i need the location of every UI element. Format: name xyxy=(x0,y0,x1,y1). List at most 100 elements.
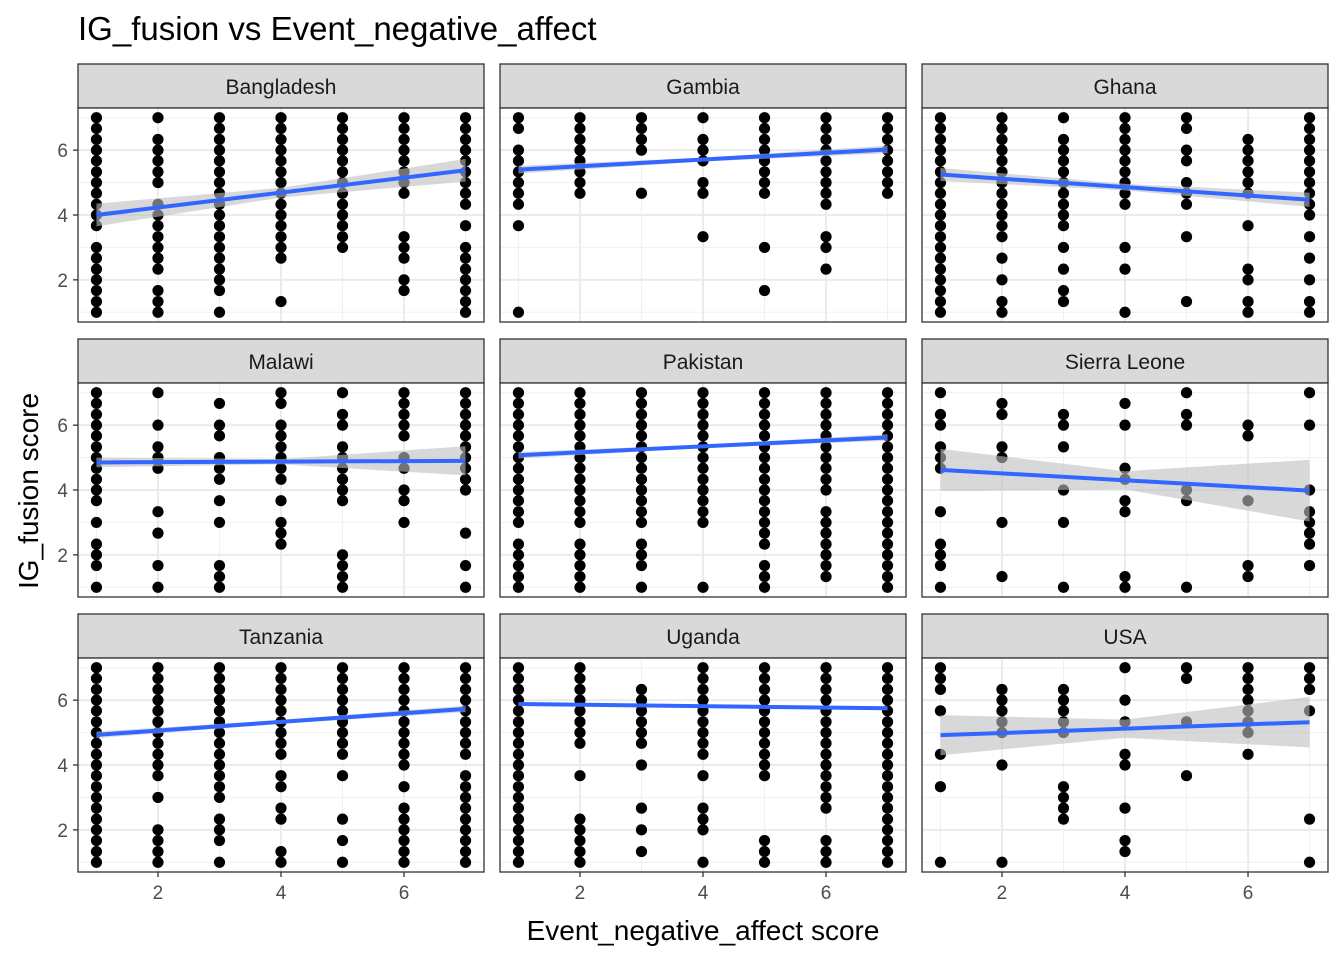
data-point xyxy=(459,484,472,496)
data-point xyxy=(574,397,586,410)
data-point xyxy=(996,441,1008,453)
data-point xyxy=(336,694,349,706)
data-point xyxy=(697,770,709,782)
data-point xyxy=(1057,209,1070,221)
data-point xyxy=(758,241,771,254)
data-point xyxy=(1242,419,1254,431)
data-point xyxy=(1057,155,1070,167)
data-point xyxy=(635,473,648,485)
data-point xyxy=(90,694,103,706)
facet-label: Gambia xyxy=(666,76,740,99)
data-point xyxy=(635,802,648,814)
data-point xyxy=(820,133,832,146)
data-point xyxy=(1119,662,1131,674)
data-point xyxy=(820,484,832,496)
data-point xyxy=(336,473,349,485)
data-point xyxy=(1303,672,1316,685)
data-point xyxy=(635,824,648,836)
data-point xyxy=(512,495,525,507)
data-point xyxy=(635,705,648,717)
data-point xyxy=(881,834,894,847)
data-point xyxy=(574,716,586,728)
data-point xyxy=(459,791,472,804)
data-point xyxy=(90,419,103,431)
data-point xyxy=(758,122,771,135)
data-point xyxy=(881,570,894,583)
data-point xyxy=(512,506,525,518)
data-point xyxy=(996,155,1008,167)
data-point xyxy=(996,133,1008,146)
data-point xyxy=(635,451,648,464)
data-point xyxy=(90,516,103,529)
data-point xyxy=(1242,144,1254,156)
data-point xyxy=(275,516,287,529)
x-tick-label: 4 xyxy=(1120,883,1131,904)
data-point xyxy=(275,683,287,696)
data-point xyxy=(275,144,287,156)
facet-panels: Bangladesh 2 4 6 Gambia Ghana Malawi 2 4 6 Pakista… xyxy=(57,63,1329,904)
data-point xyxy=(758,845,771,858)
data-point xyxy=(336,570,349,583)
data-point xyxy=(1303,166,1316,178)
data-point xyxy=(758,726,771,739)
data-point xyxy=(90,737,103,749)
data-point xyxy=(635,133,648,146)
data-point xyxy=(336,484,349,496)
data-point xyxy=(1242,155,1254,167)
data-point xyxy=(213,252,226,264)
data-point xyxy=(1119,748,1131,760)
data-point xyxy=(1303,856,1316,868)
y-axis-title: IG_fusion score xyxy=(13,393,44,589)
data-point xyxy=(996,856,1008,868)
data-point xyxy=(697,495,709,507)
data-point xyxy=(697,133,709,146)
data-point xyxy=(398,397,410,410)
data-point xyxy=(213,263,226,275)
data-point xyxy=(635,506,648,518)
data-point xyxy=(635,122,648,135)
data-point xyxy=(934,252,947,264)
data-point xyxy=(1303,155,1316,167)
data-point xyxy=(275,387,287,399)
data-point xyxy=(152,581,164,593)
regression-line xyxy=(940,720,1310,738)
data-point xyxy=(758,716,771,728)
data-point xyxy=(758,144,771,156)
data-point xyxy=(820,166,832,178)
data-point xyxy=(1119,495,1131,507)
data-point xyxy=(574,570,586,583)
data-point xyxy=(881,824,894,836)
data-point xyxy=(697,397,709,410)
facet-strip xyxy=(77,63,485,109)
data-point xyxy=(459,419,472,431)
data-point xyxy=(881,781,894,793)
data-point xyxy=(336,495,349,507)
data-point xyxy=(881,495,894,507)
data-point xyxy=(881,791,894,804)
data-point xyxy=(1057,419,1070,431)
data-point xyxy=(152,112,164,124)
data-point xyxy=(1180,408,1193,421)
data-point xyxy=(459,770,472,782)
data-point xyxy=(336,581,349,593)
data-point xyxy=(574,705,586,717)
data-point xyxy=(635,462,648,474)
data-point xyxy=(881,506,894,518)
data-point xyxy=(90,252,103,264)
data-point xyxy=(1119,155,1131,167)
data-point xyxy=(934,549,947,561)
data-point xyxy=(758,538,771,550)
data-point xyxy=(275,397,287,410)
data-point xyxy=(512,387,525,399)
data-point xyxy=(934,781,947,793)
data-point xyxy=(213,241,226,254)
data-point xyxy=(934,133,947,146)
data-point xyxy=(512,462,525,474)
data-point xyxy=(934,144,947,156)
regression-line xyxy=(940,172,1310,202)
data-point xyxy=(512,662,525,674)
data-point xyxy=(90,802,103,814)
data-point xyxy=(758,770,771,782)
data-point xyxy=(1057,813,1070,825)
data-point xyxy=(90,263,103,275)
